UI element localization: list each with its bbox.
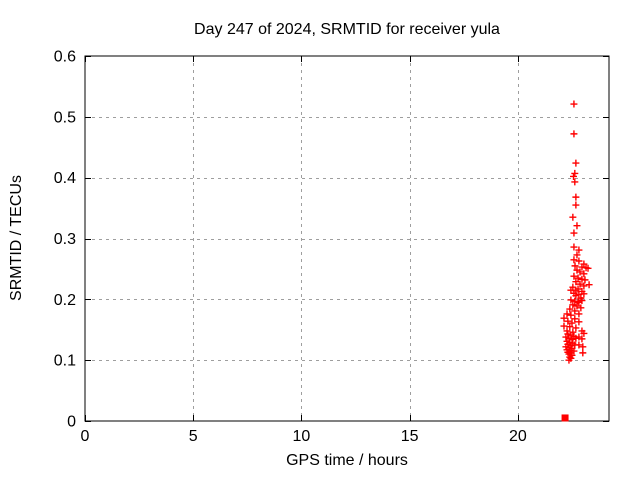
data-point-plus: [585, 281, 593, 289]
data-point-plus: [571, 178, 579, 186]
data-point-plus: [566, 323, 574, 331]
data-point-plus: [569, 213, 577, 221]
data-point-plus: [563, 310, 571, 318]
data-point-plus: [565, 356, 573, 364]
data-point-plus: [580, 329, 588, 337]
data-point-plus: [571, 262, 579, 270]
data-point-plus: [572, 278, 580, 286]
data-point-plus: [574, 274, 582, 282]
chart-title: Day 247 of 2024, SRMTID for receiver yul…: [194, 21, 500, 38]
plot-border: [84, 55, 610, 422]
data-point-plus: [579, 349, 587, 357]
data-point-plus: [570, 130, 578, 138]
data-point-plus: [566, 353, 574, 361]
data-point-plus: [576, 280, 584, 288]
data-point-plus: [567, 296, 575, 304]
data-point-plus: [571, 307, 579, 315]
data-point-plus: [572, 324, 580, 332]
data-point-plus: [573, 302, 581, 310]
x-tick-label: 20: [509, 428, 527, 445]
data-point-plus: [570, 243, 578, 251]
data-point-plus: [575, 257, 583, 265]
x-tick-label: 15: [401, 428, 419, 445]
x-tick-label: 0: [81, 428, 90, 445]
data-point-plus: [560, 314, 568, 322]
y-tick-label: 0.1: [54, 353, 76, 370]
data-point-plus: [576, 268, 584, 276]
data-point-plus: [570, 229, 578, 237]
data-point-plus: [572, 159, 580, 167]
data-point-plus: [579, 343, 587, 351]
data-point-plus: [570, 272, 578, 280]
data-point-plus: [580, 282, 588, 290]
data-point-plus: [581, 276, 589, 284]
data-point-plus: [580, 270, 588, 278]
data-point-plus: [571, 315, 579, 323]
data-point-plus: [570, 172, 578, 180]
data-point-plus: [572, 292, 580, 300]
data-point-plus: [572, 201, 580, 209]
data-point-plus: [575, 298, 583, 306]
data-point-plus: [578, 335, 586, 343]
data-point-plus: [567, 311, 575, 319]
data-point-plus: [584, 264, 592, 272]
data-point-plus: [573, 222, 581, 230]
data-point-plus: [570, 100, 578, 108]
data-point-plus: [570, 256, 578, 264]
data-point-plus: [571, 297, 579, 305]
data-point-plus: [563, 327, 571, 335]
data-point-square: [561, 414, 569, 422]
data-point-plus: [575, 318, 583, 326]
data-point-plus: [575, 246, 583, 254]
data-point-plus: [564, 317, 572, 325]
data-point-plus: [569, 301, 577, 309]
data-point-plus: [572, 193, 580, 201]
y-tick-label: 0.6: [54, 49, 76, 66]
y-tick-label: 0: [67, 414, 76, 431]
data-point-plus: [568, 319, 576, 327]
y-tick-label: 0.2: [54, 292, 76, 309]
x-axis-label: GPS time / hours: [286, 452, 408, 469]
data-point-plus: [573, 251, 581, 259]
x-tick-label: 10: [293, 428, 311, 445]
data-point-plus: [575, 310, 583, 318]
y-tick-label: 0.5: [54, 109, 76, 126]
data-point-plus: [571, 169, 579, 177]
x-tick-label: 5: [189, 428, 198, 445]
y-tick-label: 0.3: [54, 231, 76, 248]
data-point-plus: [571, 341, 579, 349]
data-point-plus: [566, 305, 574, 313]
y-tick-label: 0.4: [54, 170, 76, 187]
data-point-plus: [572, 334, 580, 342]
data-point-plus: [577, 304, 585, 312]
data-point-plus: [560, 322, 568, 330]
